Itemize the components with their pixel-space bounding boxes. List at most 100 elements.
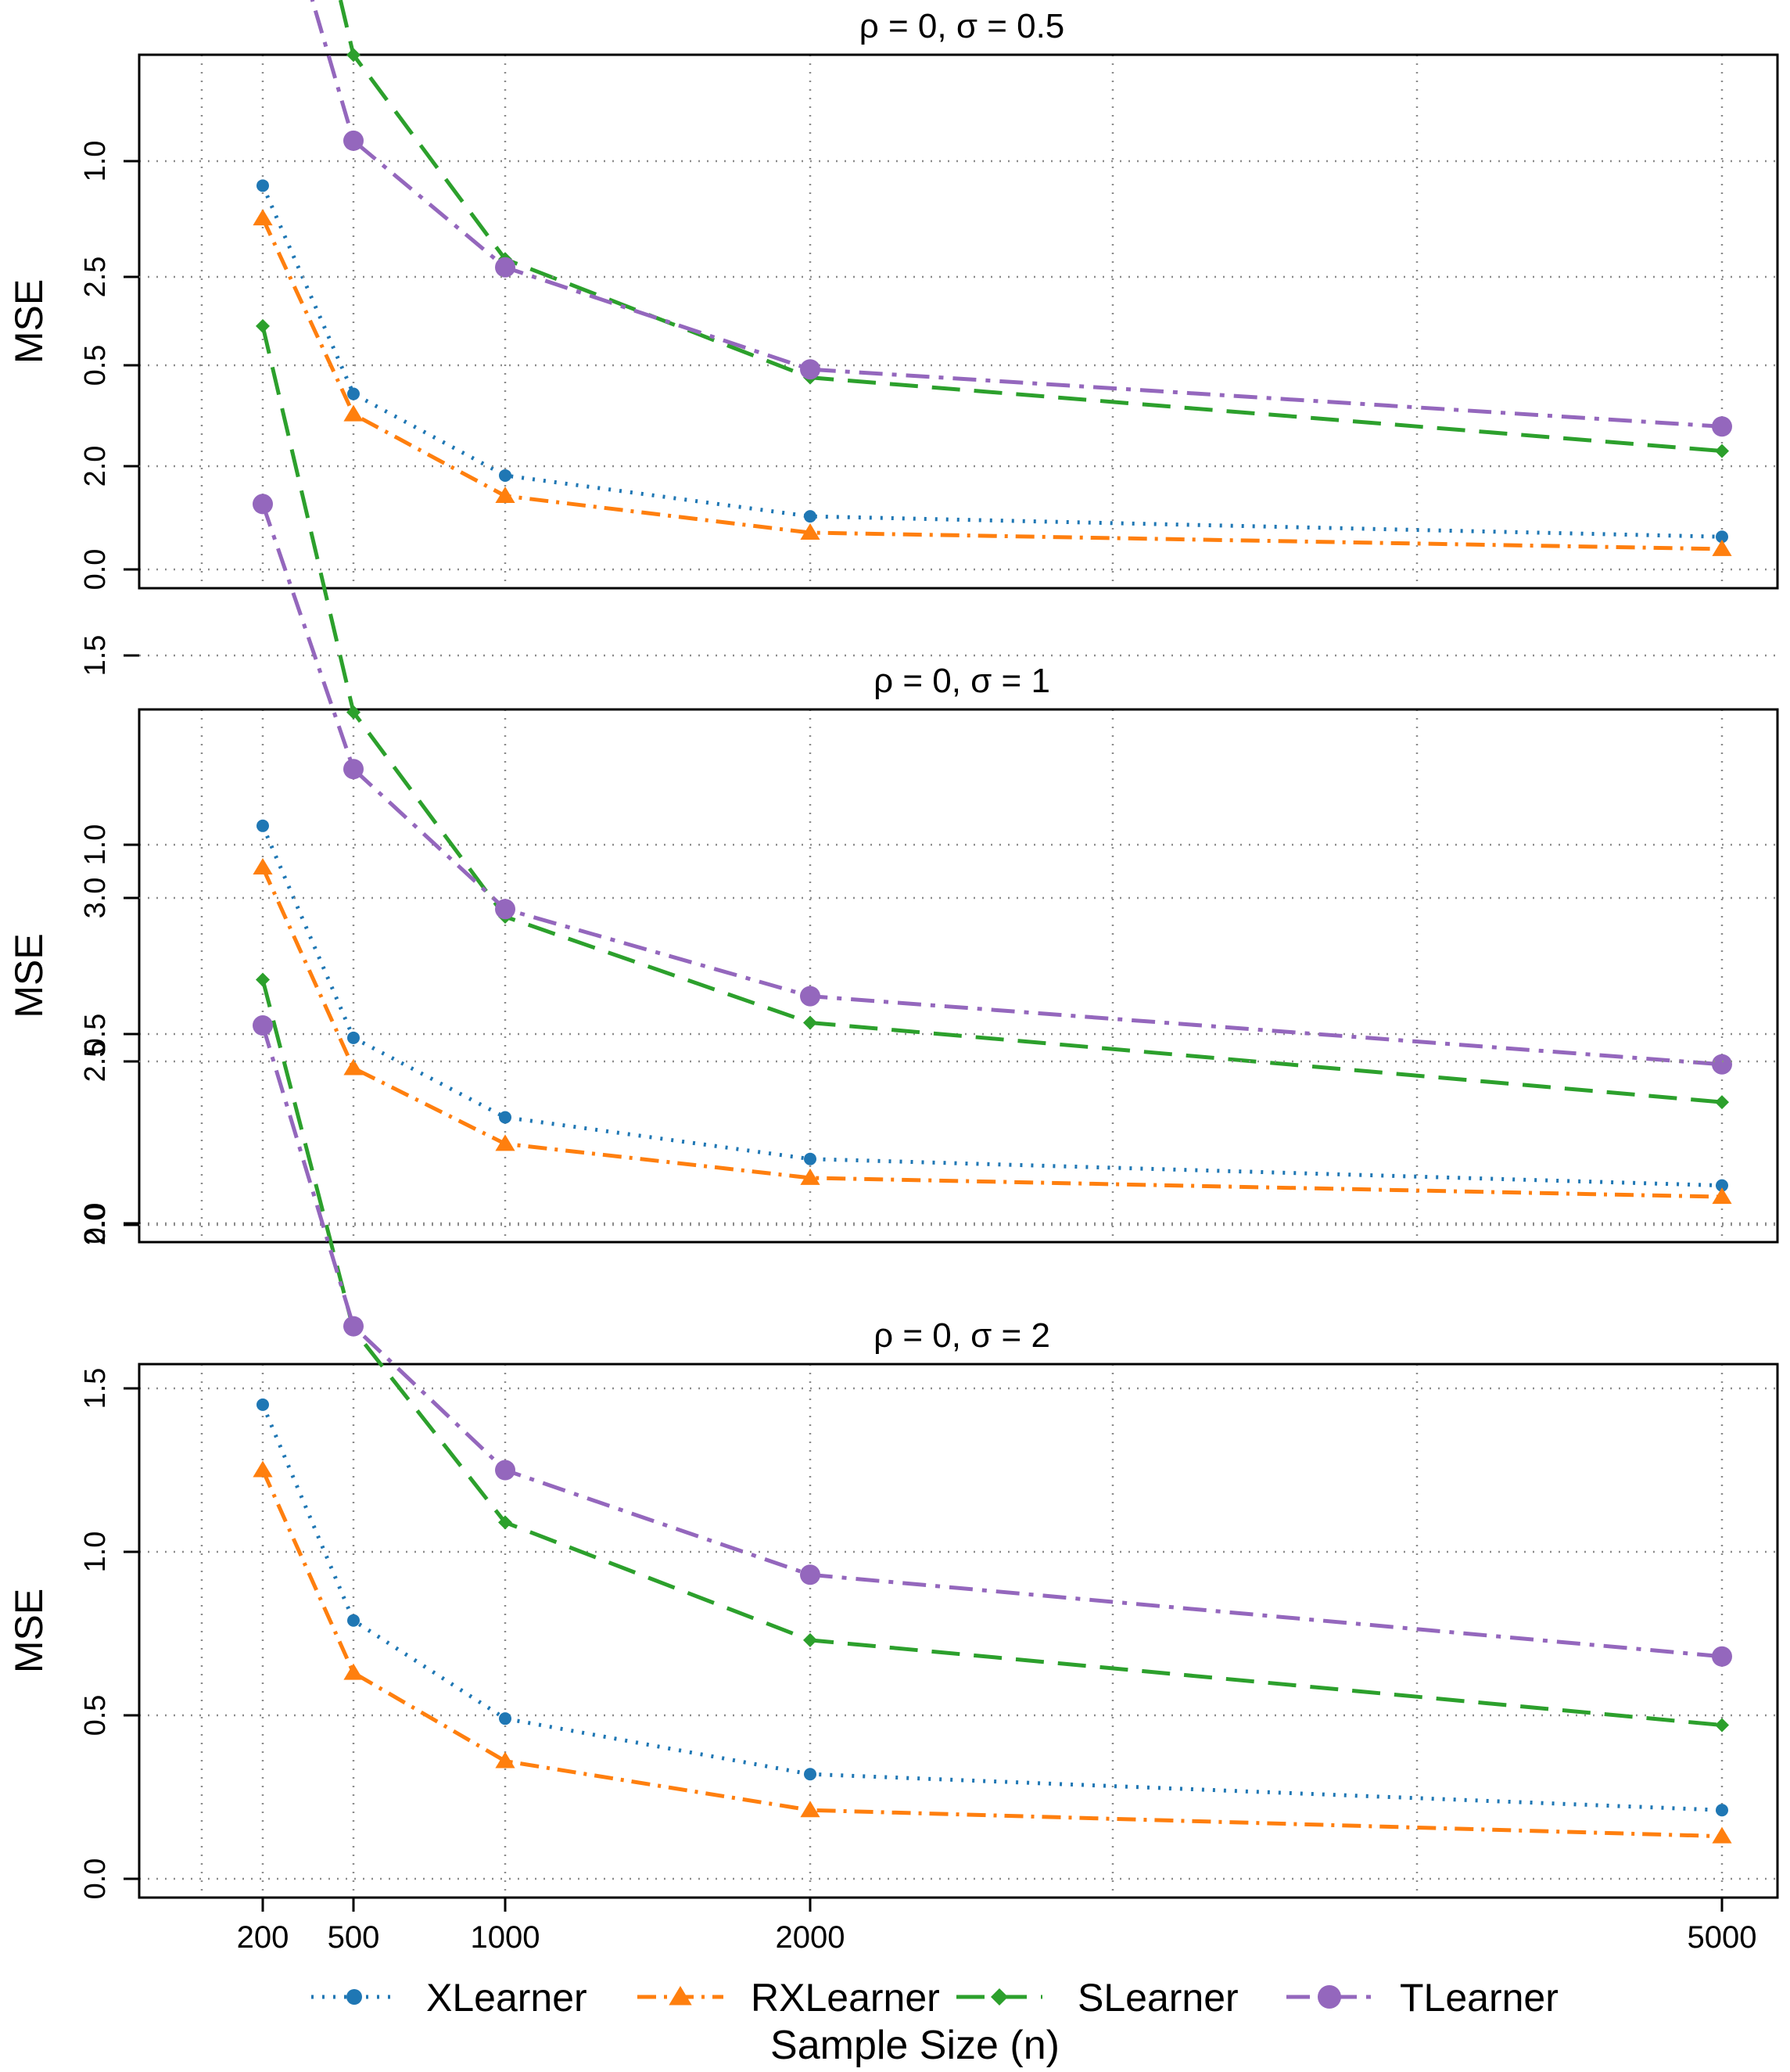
legend: XLearner RXLearner SLearner TLearner [311,1976,1559,2020]
panel-title: ρ = 0, σ = 1 [873,662,1050,700]
data-point-tlearner [495,257,515,278]
data-point-slearner [1715,1718,1729,1733]
panels: ρ = 0, σ = 0.5 0.0 0.5 1.0 1.5 2.0 2.5 MSE ρ = 0… [7,0,1779,1955]
y-tick-label: 1.0 [79,824,112,866]
data-point-slearner [256,972,270,987]
legend-item-xlearner: XLearner [311,1976,587,2020]
data-point-slearner [256,318,270,333]
y-axis-label: MSE [7,933,51,1018]
legend-marker [991,1988,1008,2006]
y-tick-label: 0.0 [79,1203,112,1244]
series-tlearner [253,1015,1732,1667]
data-point-tlearner [800,359,820,380]
data-point-tlearner [253,494,273,515]
legend-marker [346,1989,362,2005]
data-point-tlearner [800,1564,820,1585]
data-point-rxlearner [495,1134,515,1151]
data-point-tlearner [495,899,515,920]
data-point-rxlearner [253,858,273,875]
legend-label: SLearner [1078,1976,1239,2020]
series-slearner [338,0,1729,458]
y-tick-label: 2.0 [79,1205,112,1246]
data-point-xlearner [804,1768,816,1781]
data-point-tlearner [343,1316,364,1337]
series-line-xlearner [260,824,1723,1188]
data-point-xlearner [1716,530,1728,544]
data-point-xlearner [804,510,816,523]
series-tlearner [253,494,1732,1075]
y-tick-label: 2.5 [79,257,112,298]
plot-frame [138,708,1779,1244]
data-point-rxlearner [800,1801,820,1818]
data-point-rxlearner [343,1663,364,1680]
data-point-rxlearner [495,487,515,504]
y-tick-label: 0.0 [79,549,112,591]
y-tick-label: 0.5 [79,1014,112,1055]
x-tick-label: 2000 [776,1920,845,1955]
panel-title: ρ = 0, σ = 2 [873,1316,1050,1355]
series-line-xlearner [260,185,1723,539]
data-point-xlearner [499,1712,511,1725]
x-tick-label: 200 [237,1920,289,1955]
y-tick-label: 1.5 [79,635,112,677]
data-point-tlearner [800,986,820,1007]
data-point-xlearner [499,469,511,482]
data-point-slearner [803,1015,817,1030]
series-rxlearner [253,858,1732,1205]
data-point-xlearner [1716,1804,1728,1817]
series-xlearner [256,819,1728,1192]
series-line-slearner [260,325,1723,1104]
series-xlearner [256,1398,1728,1817]
legend-item-slearner: SLearner [956,1976,1239,2020]
data-point-tlearner [495,1460,515,1481]
series-line-rxlearner [260,1469,1723,1839]
series-line-rxlearner [260,867,1723,1199]
data-point-tlearner [1712,1646,1732,1667]
y-tick-label: 2.5 [79,1041,112,1083]
x-tick-label: 5000 [1688,1920,1757,1955]
legend-marker [669,1986,692,2006]
data-point-slearner [498,1515,512,1530]
panel-title: ρ = 0, σ = 0.5 [859,7,1065,45]
data-point-rxlearner [253,1460,273,1478]
data-point-tlearner [253,1015,273,1036]
legend-item-rxlearner: RXLearner [637,1976,940,2020]
y-tick-label: 1.5 [79,1368,112,1409]
x-axis-label: Sample Size (n) [770,2023,1060,2068]
y-tick-label: 1.0 [79,141,112,182]
data-point-xlearner [499,1111,511,1124]
data-point-slearner [803,1632,817,1647]
series-line-slearner [338,0,1723,454]
x-tick-label: 500 [328,1920,380,1955]
data-point-tlearner [1712,1054,1732,1075]
y-axis-label: MSE [7,279,51,364]
plot-frame [138,1363,1779,1899]
legend-marker [1318,1985,1341,2009]
data-point-rxlearner [1712,539,1732,556]
data-point-slearner [346,48,361,63]
y-tick-label: 0.5 [79,345,112,386]
series-rxlearner [253,209,1732,556]
series-line-rxlearner [260,217,1723,551]
data-point-xlearner [256,1398,269,1411]
y-tick-label: 3.0 [79,878,112,919]
data-point-xlearner [347,1031,360,1044]
data-point-rxlearner [343,1058,364,1076]
data-point-slearner [1715,443,1729,458]
y-tick-label: 2.0 [79,446,112,487]
legend-item-tlearner: TLearner [1286,1976,1559,2020]
x-tick-label: 1000 [471,1920,540,1955]
series-slearner [256,318,1729,1110]
legend-label: RXLearner [751,1976,940,2020]
data-point-rxlearner [800,1168,820,1185]
panel-3: ρ = 0, σ = 2 0.0 0.5 1.0 1.5 2.0 2.5 3.0 MSE 200 5… [7,878,1779,1955]
data-point-xlearner [256,819,269,832]
series-xlearner [256,179,1728,544]
data-point-xlearner [347,387,360,400]
y-tick-label: 0.5 [79,1695,112,1736]
plot-frame [138,53,1779,590]
legend-label: XLearner [426,1976,587,2020]
data-point-xlearner [1716,1179,1728,1192]
